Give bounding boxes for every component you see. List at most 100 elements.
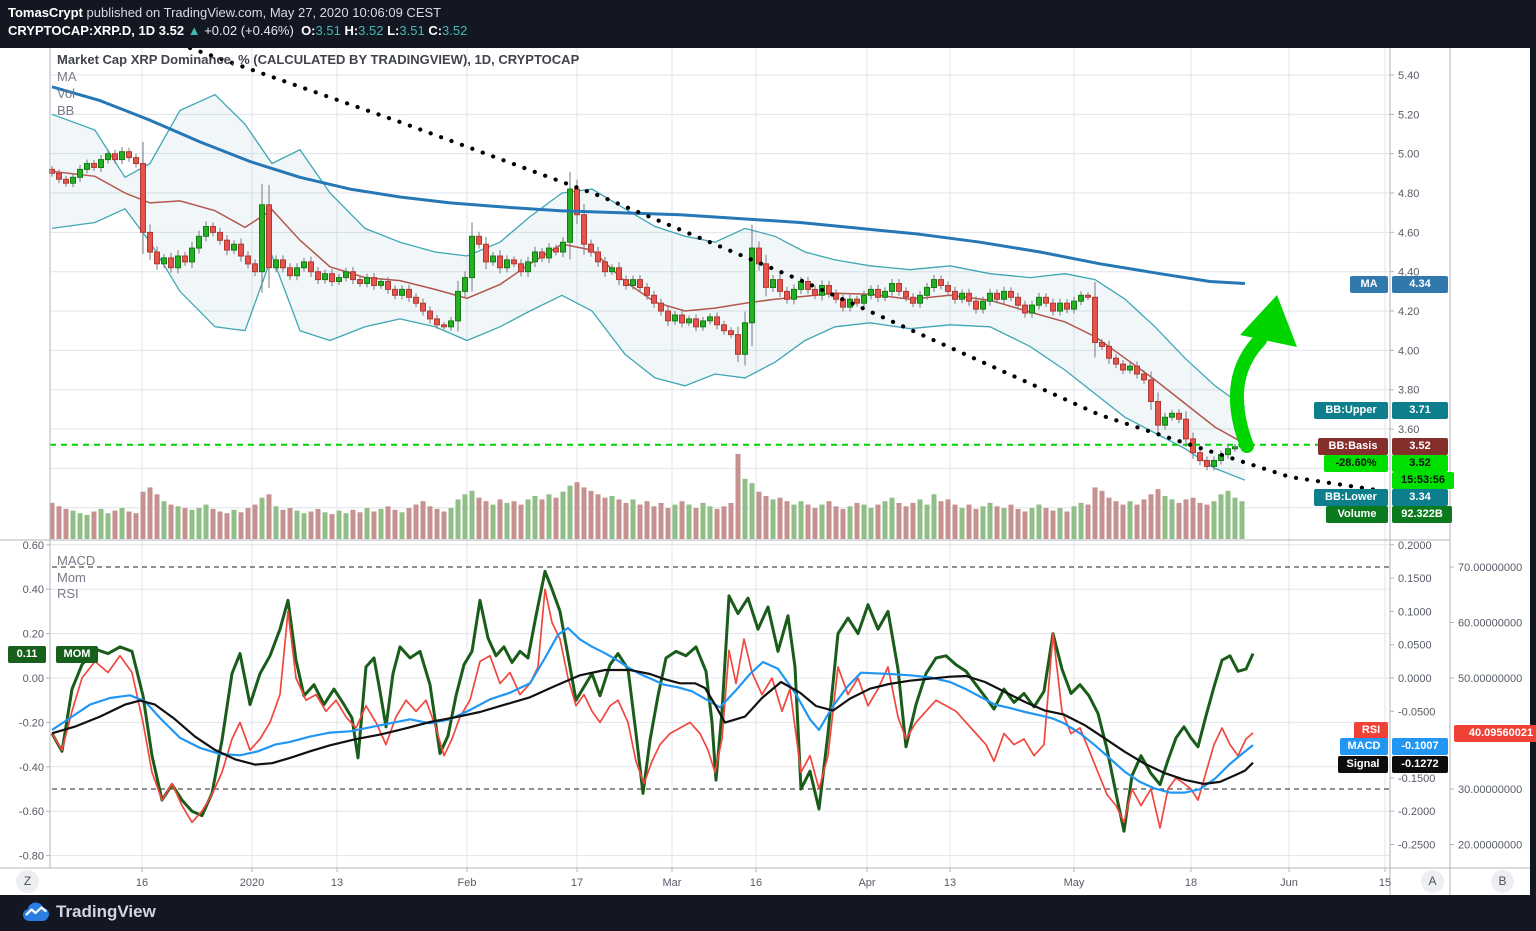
svg-text:Jun: Jun: [1280, 877, 1298, 889]
ma-value: 4.34: [1392, 276, 1448, 293]
svg-text:17: 17: [571, 877, 583, 889]
svg-text:3.80: 3.80: [1398, 385, 1419, 397]
percent-change-label: -28.60%: [1324, 455, 1388, 472]
volume-bars: [49, 453, 1245, 539]
bar-countdown: 15:53:56: [1392, 472, 1454, 489]
svg-text:20.00000000: 20.00000000: [1458, 840, 1522, 852]
svg-text:4.60: 4.60: [1398, 227, 1419, 239]
signal-label: Signal: [1338, 756, 1388, 773]
rsi-value: 40.09560021: [1454, 725, 1536, 742]
axis-labels[interactable]: 5.40 5.20 5.00 4.80 4.60 4.40 4.20 4.00 3.80 3.60…: [19, 70, 1522, 889]
last-price: 3.52: [158, 23, 185, 38]
svg-text:4.40: 4.40: [1398, 267, 1419, 279]
close-value: 3.52: [442, 23, 468, 38]
chart-area[interactable]: 5.40 5.20 5.00 4.80 4.60 4.40 4.20 4.00 3.80 3.60…: [0, 48, 1536, 895]
svg-text:-0.0500: -0.0500: [1398, 706, 1435, 718]
svg-text:May: May: [1064, 877, 1085, 889]
svg-text:16: 16: [750, 877, 762, 889]
svg-text:4.20: 4.20: [1398, 306, 1419, 318]
svg-text:0.0500: 0.0500: [1398, 640, 1432, 652]
svg-text:0.2000: 0.2000: [1398, 540, 1432, 552]
svg-text:13: 13: [331, 877, 343, 889]
symbol-info-bar: CRYPTOCAP:XRP.D, 1D 3.52 ▲ +0.02 (+0.46%…: [8, 23, 467, 38]
svg-text:13: 13: [944, 877, 956, 889]
symbol-name[interactable]: CRYPTOCAP:XRP.D, 1D: [8, 23, 156, 38]
price-line-value: 3.52: [1392, 455, 1448, 472]
bb-basis-value: 3.52: [1392, 438, 1448, 455]
svg-text:0.00: 0.00: [23, 673, 44, 685]
svg-text:-0.2500: -0.2500: [1398, 840, 1435, 852]
svg-text:15: 15: [1379, 877, 1391, 889]
legend-vol[interactable]: Vol: [57, 86, 76, 101]
bb-upper-value: 3.71: [1392, 402, 1448, 419]
legend-mom[interactable]: Mom: [57, 570, 86, 585]
scale-a-button[interactable]: A: [1421, 870, 1444, 893]
up-arrow-annotation: [1229, 295, 1297, 453]
svg-text:18: 18: [1185, 877, 1197, 889]
high-label: H:: [344, 23, 359, 38]
svg-text:2020: 2020: [240, 877, 264, 889]
low-value: 3.51: [399, 23, 425, 38]
svg-text:Apr: Apr: [858, 877, 875, 889]
low-label: L:: [387, 23, 400, 38]
rsi-bands: [52, 566, 1390, 790]
legend-macd[interactable]: MACD: [57, 553, 96, 568]
signal-value: -0.1272: [1392, 756, 1448, 773]
svg-text:0.60: 0.60: [23, 540, 44, 552]
bb-lower-value: 3.34: [1392, 489, 1448, 506]
rsi-line: [51, 588, 1254, 829]
svg-text:0.1500: 0.1500: [1398, 573, 1432, 585]
svg-text:30.00000000: 30.00000000: [1458, 784, 1522, 796]
publish-info: published on TradingView.com, May 27, 20…: [82, 5, 442, 20]
bb-basis-label: BB:Basis: [1318, 438, 1388, 455]
svg-text:-0.40: -0.40: [19, 762, 44, 774]
mom-line: [50, 569, 1255, 833]
svg-text:70.00000000: 70.00000000: [1458, 562, 1522, 574]
ma-line: [51, 85, 1246, 285]
svg-text:-0.2000: -0.2000: [1398, 806, 1435, 818]
svg-text:Mar: Mar: [663, 877, 682, 889]
publish-header: TomasCrypt published on TradingView.com,…: [0, 0, 1536, 48]
brand-name[interactable]: TradingView: [56, 902, 156, 921]
svg-text:0.20: 0.20: [23, 629, 44, 641]
tradingview-logo-icon[interactable]: [22, 900, 50, 926]
svg-text:3.60: 3.60: [1398, 424, 1419, 436]
volume-label: Volume: [1326, 506, 1388, 523]
legend-rsi[interactable]: RSI: [57, 586, 79, 601]
legend-bb[interactable]: BB: [57, 103, 75, 118]
svg-text:0.1000: 0.1000: [1398, 606, 1432, 618]
scale-b-button[interactable]: B: [1491, 870, 1514, 893]
svg-text:-0.60: -0.60: [19, 806, 44, 818]
price-change: +0.02 (+0.46%): [204, 23, 294, 38]
timezone-button[interactable]: Z: [16, 870, 39, 893]
high-value: 3.52: [358, 23, 384, 38]
macd-line: [51, 626, 1254, 794]
chart-canvas[interactable]: 5.40 5.20 5.00 4.80 4.60 4.40 4.20 4.00 3.80 3.60…: [0, 48, 1530, 895]
chart-title[interactable]: Market Cap XRP Dominance, % (CALCULATED …: [57, 52, 580, 67]
svg-text:-0.80: -0.80: [19, 851, 44, 863]
svg-text:5.40: 5.40: [1398, 70, 1419, 82]
svg-text:-0.1500: -0.1500: [1398, 773, 1435, 785]
bb-lower-label: BB:Lower: [1314, 489, 1388, 506]
svg-text:16: 16: [136, 877, 148, 889]
mom-axis-value: 0.11: [8, 646, 46, 663]
legend-ma[interactable]: MA: [57, 69, 77, 84]
author-name[interactable]: TomasCrypt: [8, 5, 83, 20]
svg-text:Feb: Feb: [458, 877, 477, 889]
svg-text:0.0000: 0.0000: [1398, 673, 1432, 685]
ma-label: MA: [1350, 276, 1388, 293]
svg-text:4.00: 4.00: [1398, 345, 1419, 357]
close-label: C:: [428, 23, 443, 38]
macd-value: -0.1007: [1392, 738, 1448, 755]
volume-value: 92.322B: [1392, 506, 1452, 523]
candlestick-series: [49, 141, 1245, 471]
change-arrow-icon: ▲: [187, 23, 201, 38]
svg-text:5.00: 5.00: [1398, 149, 1419, 161]
open-label: O:: [301, 23, 316, 38]
mom-label: MOM: [56, 646, 98, 663]
pane-borders: [0, 48, 1530, 895]
publish-byline: TomasCrypt published on TradingView.com,…: [8, 5, 441, 20]
footer-bar: TradingView: [0, 895, 1536, 931]
svg-text:4.80: 4.80: [1398, 188, 1419, 200]
bb-upper-label: BB:Upper: [1314, 402, 1388, 419]
